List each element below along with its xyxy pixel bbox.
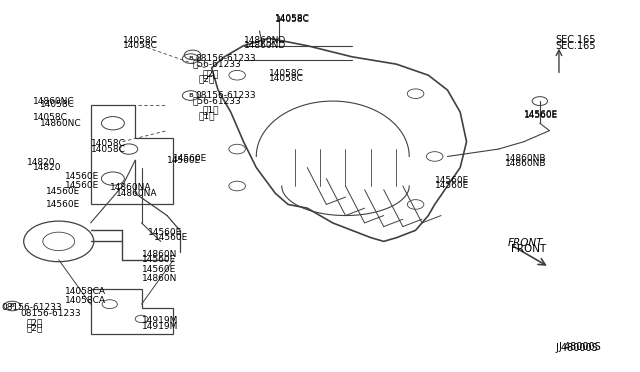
Text: 14058C: 14058C <box>269 74 304 83</box>
Text: 14560E: 14560E <box>173 154 208 163</box>
Text: 14820: 14820 <box>33 163 61 172</box>
Text: 14560E: 14560E <box>154 233 189 242</box>
Text: FRONT: FRONT <box>511 244 547 254</box>
Text: 14860ND: 14860ND <box>244 36 286 45</box>
Text: 14560E: 14560E <box>524 109 558 119</box>
Text: 14860NB: 14860NB <box>505 159 547 169</box>
Text: 14860ND: 14860ND <box>244 41 286 50</box>
Text: 14919M: 14919M <box>141 316 178 325</box>
Text: 14560E: 14560E <box>65 182 99 190</box>
Text: 14560E: 14560E <box>435 176 469 185</box>
Text: 14058CA: 14058CA <box>65 287 106 296</box>
Text: 14860N: 14860N <box>141 274 177 283</box>
Text: 14560E: 14560E <box>46 200 80 209</box>
Text: 14860NA: 14860NA <box>109 183 151 192</box>
Text: （2）: （2） <box>199 74 215 83</box>
Text: 14058C: 14058C <box>40 100 74 109</box>
Text: 14820: 14820 <box>27 157 56 167</box>
Text: （1）: （1） <box>199 111 216 121</box>
Text: 14860NC: 14860NC <box>33 97 75 106</box>
Text: FRONT: FRONT <box>508 238 543 248</box>
Text: 08156-61233: 08156-61233 <box>20 309 81 318</box>
Text: （2）: （2） <box>202 69 218 78</box>
Text: 14560E: 14560E <box>524 111 558 121</box>
Text: 14560E: 14560E <box>148 228 182 237</box>
Text: J 48000S: J 48000S <box>559 341 602 352</box>
Text: J 48000S: J 48000S <box>556 343 598 353</box>
Text: 14860N: 14860N <box>141 250 177 259</box>
Text: SEC.165: SEC.165 <box>556 35 596 45</box>
Text: 14058C: 14058C <box>122 36 157 45</box>
Text: 14058C: 14058C <box>91 139 125 148</box>
Text: 14560E: 14560E <box>435 182 469 190</box>
Text: 14560E: 14560E <box>167 155 202 165</box>
Text: 14860NA: 14860NA <box>116 189 157 198</box>
Text: 14560E: 14560E <box>141 264 176 273</box>
Text: 56-61233: 56-61233 <box>193 60 241 69</box>
Text: （2）: （2） <box>27 324 44 333</box>
Text: 14560E: 14560E <box>65 172 99 181</box>
Text: B: B <box>10 304 15 308</box>
Text: 14560E: 14560E <box>141 255 176 264</box>
Text: 14058C: 14058C <box>275 15 310 24</box>
Text: 14860NC: 14860NC <box>40 119 81 128</box>
Text: （1）: （1） <box>202 106 219 115</box>
Text: 14058CA: 14058CA <box>65 296 106 305</box>
Text: 14058C: 14058C <box>91 145 125 154</box>
Text: 08156-61233: 08156-61233 <box>196 54 257 63</box>
Text: 08156-61233: 08156-61233 <box>196 91 257 100</box>
Text: B: B <box>188 93 193 98</box>
Text: 08156-61233: 08156-61233 <box>1 303 62 312</box>
Text: B: B <box>188 56 193 61</box>
Text: 14058C: 14058C <box>33 113 68 122</box>
Text: 14860NB: 14860NB <box>505 154 547 163</box>
Text: 56-61233: 56-61233 <box>193 97 241 106</box>
Text: 14058C: 14058C <box>122 41 157 50</box>
Text: 14058C: 14058C <box>269 69 304 78</box>
Text: 14919M: 14919M <box>141 322 178 331</box>
Text: 14058C: 14058C <box>275 13 310 22</box>
Text: SEC.165: SEC.165 <box>556 41 596 51</box>
Text: （2）: （2） <box>27 318 44 327</box>
Text: 14560E: 14560E <box>46 187 80 196</box>
